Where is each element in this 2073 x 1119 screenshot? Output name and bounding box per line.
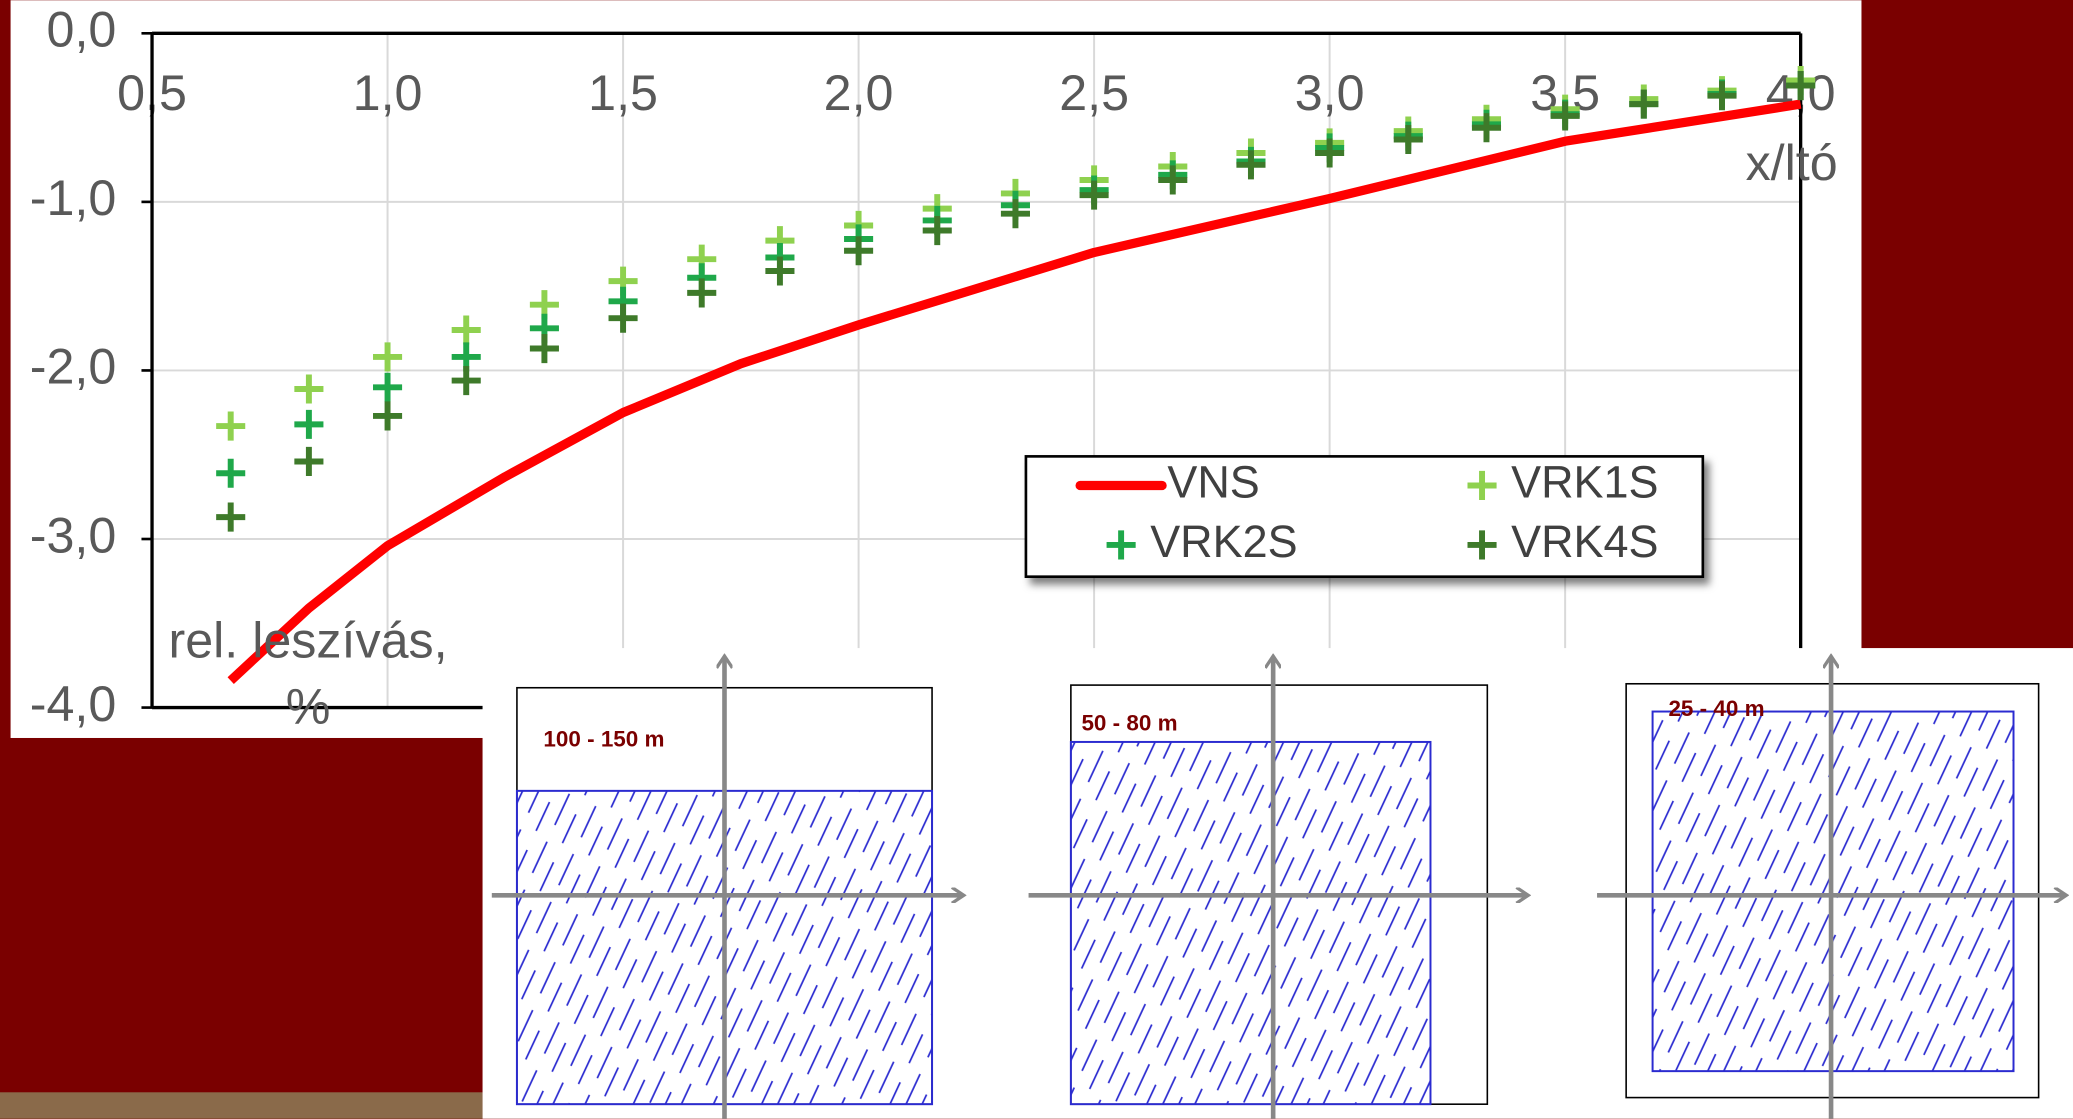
page: 0,51,01,52,02,53,03,54,00,0-1,0-2,0-3,0-…	[0, 0, 2073, 1119]
legend-label: VRK1S	[1511, 456, 1658, 507]
legend: VNS VRK1S VRK2S VRK4S	[1026, 456, 1703, 576]
hatched-area	[1071, 742, 1431, 1104]
diagram-label: 50 - 80 m	[1081, 711, 1177, 736]
x-tick-label: 2,0	[824, 65, 894, 121]
legend-label: VNS	[1167, 456, 1259, 507]
diagram: 25 - 40 m	[1597, 657, 2065, 1118]
x-tick-label: 1,0	[353, 65, 423, 121]
legend-label: VRK4S	[1511, 516, 1658, 567]
y-tick-label: 0,0	[47, 2, 117, 58]
y-tick-label: -3,0	[30, 507, 117, 563]
diagrams: 100 - 150 m 50 - 80 m 25 - 40 m	[483, 648, 2073, 1119]
y-tick-label: -4,0	[30, 676, 117, 732]
legend-label: VRK2S	[1150, 516, 1297, 567]
y-tick-label: -2,0	[30, 339, 117, 395]
x-tick-label: 1,5	[588, 65, 658, 121]
y-axis-title: rel. leszívás,	[169, 612, 448, 668]
x-tick-label: 3,0	[1295, 65, 1365, 121]
x-tick-label: 2,5	[1059, 65, 1129, 121]
photo-fragment	[0, 1092, 483, 1118]
diagram-label: 25 - 40 m	[1668, 696, 1764, 721]
y-tick-label: -1,0	[30, 170, 117, 226]
diagram-label: 100 - 150 m	[543, 727, 664, 752]
x-axis-title: x/ltó	[1746, 135, 1838, 191]
slide: 0,51,01,52,02,53,03,54,00,0-1,0-2,0-3,0-…	[0, 0, 2073, 1119]
y-axis-title: %	[286, 678, 331, 734]
